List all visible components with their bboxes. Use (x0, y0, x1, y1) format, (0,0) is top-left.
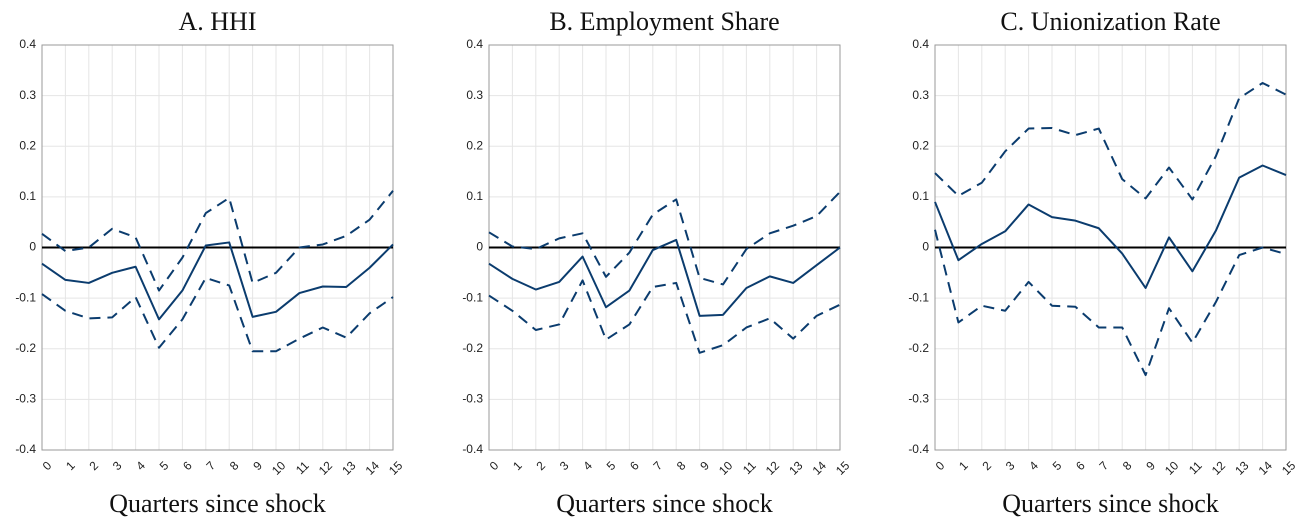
x-tick-label: 6 (1073, 458, 1088, 473)
y-tick-label: 0.4 (19, 37, 36, 51)
x-tick-label: 9 (250, 458, 265, 473)
y-tick-label: -0.4 (462, 442, 483, 456)
y-tick-label: -0.3 (908, 392, 929, 406)
x-tick-label: 7 (1097, 458, 1112, 473)
x-tick-label: 14 (810, 458, 830, 478)
x-tick-label: 13 (1232, 458, 1252, 478)
x-tick-label: 4 (1026, 458, 1041, 473)
y-tick-label: 0.4 (466, 37, 483, 51)
x-tick-label: 15 (386, 458, 406, 478)
y-tick-label: 0.2 (19, 138, 36, 152)
x-tick-label: 15 (1279, 458, 1299, 478)
x-tick-label: 12 (316, 458, 336, 478)
confidence-band-line (488, 191, 841, 286)
x-tick-label: 5 (604, 458, 619, 473)
x-tick-label: 13 (339, 458, 359, 478)
x-tick-label: 9 (1143, 458, 1158, 473)
x-tick-label: 11 (740, 458, 759, 477)
x-tick-label: 14 (363, 458, 383, 478)
x-tick-label: 12 (763, 458, 783, 478)
y-tick-label: 0.3 (19, 88, 36, 102)
x-tick-label: 9 (697, 458, 712, 473)
y-tick-label: -0.2 (908, 341, 929, 355)
x-tick-label: 5 (1050, 458, 1065, 473)
x-tick-label: 0 (933, 458, 948, 473)
x-tick-label: 13 (786, 458, 806, 478)
x-tick-label: 14 (1256, 458, 1276, 478)
y-tick-label: 0.4 (912, 37, 929, 51)
x-tick-label: 1 (956, 458, 971, 473)
y-tick-label: 0.3 (912, 88, 929, 102)
x-tick-label: 8 (674, 458, 689, 473)
y-tick-label: 0.2 (912, 138, 929, 152)
x-tick-label: 7 (651, 458, 666, 473)
panel-title: C. Unionization Rate (1000, 7, 1220, 36)
x-tick-label: 10 (716, 458, 736, 478)
x-tick-label: 5 (157, 458, 172, 473)
x-tick-label: 10 (269, 458, 289, 478)
x-axis-label: Quarters since shock (556, 489, 773, 518)
y-tick-label: -0.1 (908, 290, 929, 304)
confidence-band-line (934, 81, 1287, 201)
x-tick-label: 1 (510, 458, 525, 473)
confidence-band-line (934, 229, 1287, 377)
x-tick-label: 11 (1186, 458, 1205, 477)
x-tick-label: 7 (204, 458, 219, 473)
x-tick-label: 11 (293, 458, 312, 477)
y-tick-label: 0 (476, 240, 483, 254)
y-tick-label: 0.2 (466, 138, 483, 152)
y-tick-label: 0.1 (466, 189, 483, 203)
x-tick-label: 15 (833, 458, 853, 478)
x-axis-label: Quarters since shock (109, 489, 326, 518)
y-tick-label: 0.1 (19, 189, 36, 203)
x-tick-label: 8 (1120, 458, 1135, 473)
x-tick-label: 3 (557, 458, 572, 473)
x-tick-label: 4 (133, 458, 148, 473)
x-tick-label: 6 (180, 458, 195, 473)
confidence-band-line (41, 276, 394, 353)
x-tick-label: 2 (87, 458, 102, 473)
confidence-band-line (488, 279, 841, 354)
x-tick-label: 3 (110, 458, 125, 473)
y-tick-label: -0.2 (462, 341, 483, 355)
estimate-line (41, 241, 394, 321)
x-axis-label: Quarters since shock (1002, 489, 1219, 518)
y-tick-label: -0.1 (15, 290, 36, 304)
y-tick-label: -0.4 (908, 442, 929, 456)
y-tick-label: 0 (29, 240, 36, 254)
y-tick-label: -0.2 (15, 341, 36, 355)
x-tick-label: 1 (63, 458, 78, 473)
estimate-line (488, 238, 841, 317)
x-tick-label: 10 (1162, 458, 1182, 478)
y-tick-label: -0.3 (15, 392, 36, 406)
panel-title: B. Employment Share (549, 7, 779, 36)
x-tick-label: 12 (1209, 458, 1229, 478)
estimate-line (934, 164, 1287, 289)
y-tick-label: -0.4 (15, 442, 36, 456)
x-tick-label: 0 (40, 458, 55, 473)
x-tick-label: 4 (580, 458, 595, 473)
x-tick-label: 6 (627, 458, 642, 473)
y-tick-label: 0.1 (912, 189, 929, 203)
y-tick-label: 0 (922, 240, 929, 254)
confidence-band-line (41, 190, 394, 292)
x-tick-label: 8 (227, 458, 242, 473)
y-tick-label: -0.3 (462, 392, 483, 406)
x-tick-label: 2 (534, 458, 549, 473)
x-tick-label: 2 (980, 458, 995, 473)
panel-title: A. HHI (179, 7, 257, 36)
x-tick-label: 3 (1003, 458, 1018, 473)
y-tick-label: 0.3 (466, 88, 483, 102)
x-tick-label: 0 (487, 458, 502, 473)
y-tick-label: -0.1 (462, 290, 483, 304)
